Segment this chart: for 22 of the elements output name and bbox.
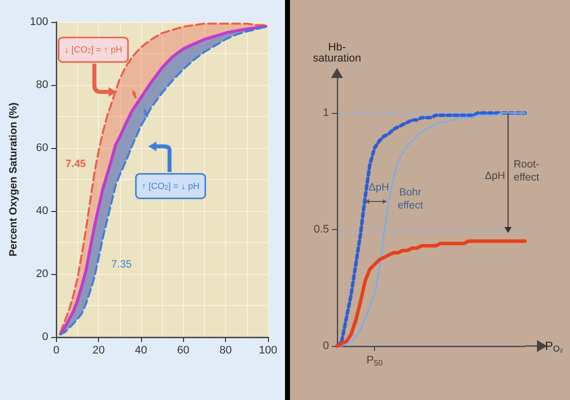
annotation: 7.35 [111,258,132,271]
annotation: ΔpH [368,182,390,194]
x-tick-label: 20 [92,344,105,356]
annotation: Root- effect [514,158,540,184]
annotation: ΔpH [484,170,506,182]
x-tick-label: 60 [177,344,190,356]
y-tick-label: 20 [36,268,48,280]
y-tick-label: 100 [30,16,48,28]
y-tick-label: 60 [36,142,48,154]
y-tick-label: 0 [42,331,48,343]
y-tick-label: 80 [36,79,48,91]
y-axis-title: Percent Oxygen Saturation (%) [8,102,20,257]
y-tick-label: 1 [322,106,329,119]
y-axis-title: Hb- saturation [312,42,362,64]
x-tick-label: 80 [220,344,232,356]
x-tick-label: 100 [258,344,278,356]
x-tick-label: 40 [134,344,148,356]
annotation: 7.45 [65,158,86,170]
y-tick-label: 0.5 [314,223,329,236]
x-tick-label: 0 [53,344,60,356]
annotation: Bohr effect [398,186,424,212]
y-tick-label: 40 [36,205,48,217]
